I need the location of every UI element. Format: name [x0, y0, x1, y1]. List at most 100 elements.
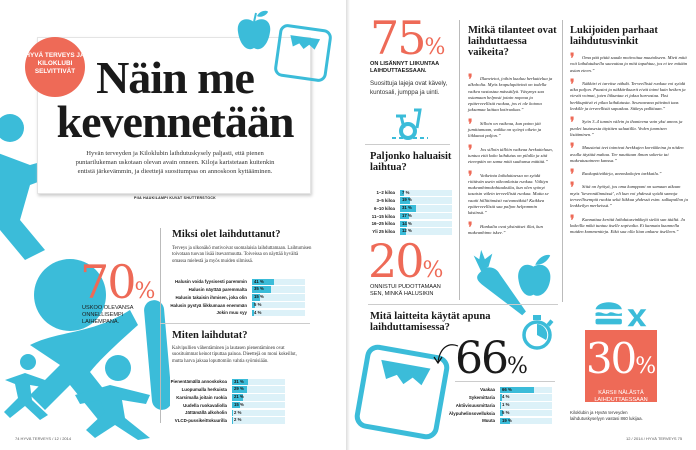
bar-label: Yli 25 kiloa: [372, 229, 395, 235]
bar-fill: [232, 417, 234, 424]
quote-text: Kannattaa kerätä laihdutusvinkkejä sielt…: [570, 216, 685, 235]
quote: ❜ Illanvietot, joihin kuuluu herkuttelua …: [468, 73, 554, 114]
bar-value: 15 %: [254, 294, 264, 300]
bar-track: 17 %: [400, 212, 452, 220]
bar-track: 15 %: [232, 401, 285, 409]
survey-source: Kiloklubin ja Hyvän terveyden laihdutusk…: [570, 410, 643, 421]
bar-value: 5 %: [502, 409, 510, 415]
stat-20-percent: 20%: [368, 238, 444, 291]
bar-value: 19 %: [402, 197, 412, 203]
byline: PIIA HAUKILAMPI KUVAT SHUTTERSTOCK: [133, 196, 216, 200]
stat-20-caption: ONNISTUI PUDOTTAMAAN SEN, MINKÄ HALUSIKI…: [370, 284, 441, 297]
bar-fill: [500, 409, 503, 417]
bar-value: 29 %: [234, 386, 244, 392]
bar-value: 4 %: [254, 309, 262, 315]
quote-text: Jos silloin tällöin vaikeaa herkutteluun…: [468, 146, 553, 165]
bar-row: Halusin pystyä liikkumaan enemmän 5 %: [170, 301, 305, 309]
bar-track: 2 %: [232, 409, 285, 417]
quote-text: Syön 3–4 tunnin välein ja ihanteena vain…: [570, 119, 683, 137]
bar-value: 31 %: [234, 378, 244, 384]
bar-fill: [232, 394, 244, 401]
left-page-footer: 74 HYVÄ TERVEYS / 12 / 2014: [15, 436, 72, 441]
stat-unit: %: [422, 258, 444, 283]
bar-fill: [500, 394, 503, 401]
bar-label: Jättämällä alkoholin: [185, 410, 227, 416]
stat-75-percent: 75%: [370, 15, 445, 68]
hard-situations-title: Mitkä tilanteet ovat laihduttaessa vaike…: [468, 25, 557, 58]
quote: ❜ Kannattaa kerätä laihdutusvinkkejä siel…: [570, 214, 688, 236]
bar-fill: [252, 286, 271, 293]
why-bar-chart: Halusin voida fyysisesti paremmin 41 % Hal…: [170, 278, 305, 317]
bar-track: 2 %: [232, 417, 285, 424]
quote-mark-icon: ❜: [468, 73, 473, 88]
running-children-icon: [4, 354, 150, 440]
quote: ❜ Syön 3–4 tunnin välein ja ihanteena vai…: [570, 116, 688, 138]
quote-text: Ruokapäiväkirja, annoskokojen tarkkailu.…: [582, 171, 662, 177]
right-page-footer: 12 / 2014 / HYVÄ TERVEYS 75: [626, 436, 683, 441]
burger-crossed-icon: [595, 302, 647, 327]
devices-title: Mitä laitteita käytät apuna laihduttamis…: [370, 311, 491, 333]
bar-row: 3–5 kiloa 19 %: [372, 197, 452, 205]
bar-track: 19 %: [500, 417, 552, 425]
quote-text: Maustetut teet toimivat herkkujen korvik…: [570, 145, 684, 163]
stat-value: 20: [368, 234, 425, 288]
headline-box: [37, 37, 311, 194]
quote: ❜ Näkkäri ei tarvitse nähdä. Terveellistä…: [570, 78, 688, 112]
quote: ❜ Silloin on vaikeaa, kun paino jää jumit…: [468, 118, 554, 140]
quote-mark-icon: ❜: [468, 220, 473, 236]
quote-text: Oma pää pitää saada motivoitua muutoksee…: [570, 55, 688, 73]
stat-unit: %: [134, 279, 156, 304]
carrot-and-apple-icon: [473, 249, 551, 316]
page-gutter: [346, 0, 350, 450]
bar-label: Aktiivisuusmittaria: [455, 402, 495, 408]
quote-mark-icon: ❜: [570, 181, 575, 197]
bar-track: 29 %: [232, 386, 285, 393]
quote-mark-icon: ❜: [570, 142, 575, 158]
stat-unit: %: [507, 354, 528, 379]
quote: ❜ Jos silloin tällöin vaikeaa herkutteluu…: [468, 143, 554, 166]
bar-fill: [500, 417, 510, 425]
bathroom-scale-large-icon: [354, 344, 450, 440]
bar-row: Luopumalla herkuista 29 %: [171, 386, 285, 394]
how-bar-chart: Pienentämällä annoskokoa 31 % Luopumalla h…: [171, 378, 285, 425]
bar-fill: [232, 386, 248, 393]
bar-label: Karsimalla joitain ruokia: [176, 394, 227, 400]
bar-label: VLCD-pussikeittokuurilla: [174, 418, 227, 424]
bar-row: 11–15 kiloa 17 %: [372, 212, 452, 220]
bar-row: Muuta 19 %: [449, 417, 552, 425]
bar-value: 21 %: [234, 394, 244, 400]
bar-row: Yli 25 kiloa 12 %: [372, 228, 452, 236]
stat-75-note: Suosittuja lajeja ovat kävely, kuntosali…: [370, 80, 448, 96]
bar-label: Halusin pystyä liikkumaan enemmän: [170, 302, 247, 308]
quote-mark-icon: ❜: [468, 143, 473, 159]
how-much-title: Paljonko haluaisit laihtua?: [370, 151, 452, 173]
quote-text: Näkkäri ei tarvitse nähdä. Terveellistä …: [570, 80, 686, 112]
quote-mark-icon: ❜: [468, 169, 473, 185]
quote-text: Siitä on hyötyä, jos oma kumppani on sam…: [570, 184, 688, 209]
quote-mark-icon: ❜: [570, 52, 575, 67]
bar-track: 19 %: [400, 197, 452, 204]
quote-mark-icon: ❜: [570, 116, 575, 132]
bar-row: Karsimalla joitain ruokia 21 %: [171, 394, 285, 402]
bar-fill: [400, 220, 408, 228]
stat-30-box: 30% KÄRSII NÄLÄSTÄ LAIHDUTTAESSAAN: [585, 330, 657, 403]
bar-label: Halusin voida fyysisesti paremmin: [175, 279, 247, 285]
bar-row: Halusin voida fyysisesti paremmin 41 %: [170, 278, 305, 286]
stat-value: 66: [455, 333, 509, 384]
bar-label: 6–10 kiloa: [374, 205, 395, 211]
stat-30-percent: 30%: [585, 338, 657, 386]
bar-track: 15 %: [252, 294, 305, 301]
bar-track: 35 %: [252, 286, 305, 293]
bar-value: 7 %: [402, 189, 410, 195]
quote-text: Hankalia ovat yksinäiset illat, kun make…: [468, 223, 543, 235]
why-body: Terveys ja ulkonäkö motivoivat suomalais…: [172, 246, 312, 264]
bar-row: Jokin muu syy 4 %: [170, 309, 305, 317]
bar-label: Vaakaa: [480, 387, 495, 393]
stat-value: 75: [370, 11, 427, 65]
why-title: Miksi olet laihduttanut?: [172, 229, 281, 240]
stat-unit: %: [635, 354, 657, 379]
bar-value: 41 %: [254, 278, 264, 284]
bar-label: Luopumalla herkuista: [181, 387, 227, 393]
bar-value: 66 %: [502, 386, 512, 392]
bar-value: 1 %: [502, 402, 510, 408]
